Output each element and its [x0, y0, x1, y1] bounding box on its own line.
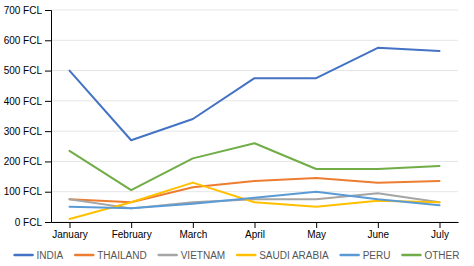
legend-label: VIETNAM	[181, 250, 225, 261]
series-line	[70, 183, 440, 219]
grid-line	[51, 100, 458, 101]
grid-line	[51, 70, 458, 71]
x-tick-label: May	[307, 229, 326, 240]
legend-swatch	[159, 254, 177, 257]
legend-item: INDIA	[15, 250, 64, 261]
x-tick-label: June	[367, 229, 389, 240]
legend-item: SAUDI ARABIA	[237, 250, 329, 261]
legend: INDIA THAILAND VIETNAM SAUDI ARABIA PERU OTHE…	[15, 250, 460, 261]
y-tick-mark	[45, 222, 51, 223]
y-tick-mark	[45, 10, 51, 11]
y-tick: 300 FCL	[4, 126, 51, 137]
grid-line	[51, 191, 458, 192]
y-axis: 0 FCL 100 FCL 200 FCL 300 FCL 400 FCL 500 FCL…	[4, 5, 52, 228]
x-tick: May	[307, 222, 326, 240]
x-tick-mark	[255, 222, 256, 228]
series-line	[70, 143, 440, 190]
x-tick: January	[52, 222, 88, 240]
chart: INDIA THAILAND VIETNAM SAUDI ARABIA PERU OTHE…	[0, 0, 474, 266]
x-axis: January February March April May June July	[52, 222, 459, 240]
y-tick-mark	[45, 192, 51, 193]
lines	[70, 48, 440, 219]
legend-swatch	[237, 254, 255, 257]
legend-item: THAILAND	[75, 250, 146, 261]
legend-label: INDIA	[37, 250, 64, 261]
x-tick-mark	[131, 222, 132, 228]
x-tick-label: July	[431, 229, 449, 240]
grid-line	[51, 161, 458, 162]
x-tick-mark	[193, 222, 194, 228]
series-line	[70, 192, 440, 209]
y-tick-mark	[45, 101, 51, 102]
y-tick-label: 200 FCL	[4, 156, 43, 167]
legend-swatch	[341, 254, 359, 257]
x-tick-label: April	[245, 229, 265, 240]
legend-swatch	[15, 254, 33, 257]
legend-label: PERU	[363, 250, 391, 261]
y-tick: 400 FCL	[4, 96, 51, 107]
legend-label: THAILAND	[97, 250, 146, 261]
y-tick: 700 FCL	[4, 5, 51, 16]
x-tick-mark	[70, 222, 71, 228]
x-tick-mark	[316, 222, 317, 228]
y-axis-line	[45, 11, 52, 223]
legend-swatch	[75, 254, 93, 257]
legend-item: OTHER	[402, 250, 459, 261]
x-tick-mark	[440, 222, 441, 228]
y-tick-label: 600 FCL	[4, 35, 43, 46]
plot: 0 FCL 100 FCL 200 FCL 300 FCL 400 FCL 500 FCL…	[4, 5, 459, 240]
legend-item: VIETNAM	[159, 250, 225, 261]
y-tick: 500 FCL	[4, 65, 51, 76]
y-tick-label: 700 FCL	[4, 5, 43, 16]
y-tick: 0 FCL	[15, 217, 51, 228]
y-tick-label: 300 FCL	[4, 126, 43, 137]
x-tick-label: March	[179, 229, 207, 240]
grid-line	[51, 40, 458, 41]
y-tick-label: 100 FCL	[4, 186, 43, 197]
y-tick: 200 FCL	[4, 156, 51, 167]
y-tick-mark	[45, 40, 51, 41]
y-tick-label: 500 FCL	[4, 65, 43, 76]
x-tick: June	[367, 222, 389, 240]
grid-line	[51, 10, 458, 11]
legend-item: PERU	[341, 250, 391, 261]
y-tick: 100 FCL	[4, 186, 51, 197]
legend-swatch	[402, 254, 420, 257]
x-tick-label: February	[112, 229, 152, 240]
y-tick-mark	[45, 161, 51, 162]
y-tick-mark	[45, 131, 51, 132]
y-tick-label: 0 FCL	[15, 217, 43, 228]
legend-label: OTHER	[424, 250, 459, 261]
grid-line	[51, 131, 458, 132]
x-tick: March	[179, 222, 207, 240]
grid	[51, 10, 458, 222]
x-tick: February	[112, 222, 152, 240]
legend-label: SAUDI ARABIA	[259, 250, 329, 261]
y-tick: 600 FCL	[4, 35, 51, 46]
x-tick: July	[431, 222, 449, 240]
x-tick: April	[245, 222, 265, 240]
y-tick-mark	[45, 71, 51, 72]
x-tick-mark	[378, 222, 379, 228]
x-tick-label: January	[52, 229, 88, 240]
y-tick-label: 400 FCL	[4, 96, 43, 107]
series-line	[70, 48, 440, 140]
